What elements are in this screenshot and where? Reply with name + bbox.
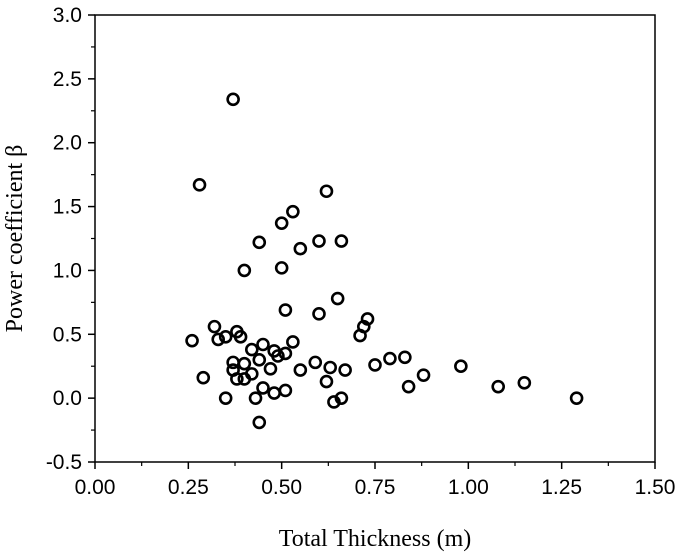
data-point [416, 368, 431, 382]
x-tick-label: 1.00 [448, 476, 489, 499]
x-tick-label: 0.75 [355, 476, 396, 499]
x-tick-label: 1.25 [541, 476, 582, 499]
y-tick-label: 0.5 [53, 323, 82, 346]
data-point [286, 335, 300, 349]
data-point [245, 342, 259, 357]
data-point [383, 351, 397, 366]
data-point [233, 330, 248, 344]
data-point [334, 391, 349, 405]
data-point [263, 361, 278, 376]
x-axis-label: Total Thickness (m) [279, 526, 472, 552]
y-axis-label: Power coefficient β [2, 145, 28, 333]
data-point [245, 367, 259, 381]
data-point [248, 391, 263, 405]
y-tick-label: -0.5 [46, 451, 82, 474]
y-tick-label: 1.5 [53, 196, 82, 219]
x-tick-label: 0.25 [168, 476, 209, 499]
data-point [312, 307, 326, 321]
data-point [334, 234, 349, 248]
data-point [293, 363, 308, 377]
data-points [185, 92, 584, 430]
y-tick-label: 2.0 [53, 132, 82, 155]
x-tick-label: 0.50 [261, 476, 302, 499]
data-point [237, 263, 252, 278]
data-point [278, 346, 293, 361]
y-tick-label: 0.0 [53, 387, 82, 410]
x-axis: 0.00 0.25 0.50 0.75 1.00 1.25 1.50 [75, 462, 676, 499]
data-point [338, 363, 352, 377]
data-point [185, 333, 199, 348]
data-point [218, 391, 233, 405]
data-point [360, 312, 375, 326]
data-point [323, 360, 338, 375]
data-point [252, 235, 267, 250]
x-tick-label: 0.00 [75, 476, 116, 499]
data-point [237, 356, 252, 371]
data-point [278, 303, 293, 317]
data-point [274, 261, 289, 275]
y-tick-label: 1.0 [53, 259, 82, 282]
data-point [196, 370, 211, 385]
y-tick-label: 2.5 [53, 68, 82, 91]
y-tick-label: 3.0 [53, 4, 82, 27]
data-point [517, 376, 532, 390]
data-point [454, 359, 468, 374]
x-tick-label: 1.50 [635, 476, 676, 499]
data-point [569, 391, 584, 405]
data-point [192, 178, 207, 192]
data-point [230, 372, 244, 386]
data-point [207, 319, 222, 334]
data-point [319, 374, 334, 389]
data-point [256, 381, 270, 395]
data-point [271, 349, 285, 363]
data-point [256, 337, 270, 352]
data-point [491, 379, 506, 394]
data-point [319, 184, 334, 199]
data-point [226, 92, 240, 107]
y-axis: -0.5 0.0 0.5 1.0 1.5 2.0 2.5 3.0 [46, 4, 95, 474]
data-point [252, 415, 267, 430]
data-point [278, 383, 293, 398]
data-point [252, 353, 267, 367]
data-point [401, 379, 416, 394]
data-point [330, 291, 345, 306]
data-point [308, 355, 323, 370]
data-point [398, 350, 412, 365]
data-point [267, 386, 282, 400]
data-point [293, 241, 308, 256]
data-point [286, 204, 300, 219]
data-point [211, 332, 225, 347]
data-point [312, 234, 326, 248]
data-point [274, 216, 289, 230]
data-point [218, 330, 233, 344]
data-point [368, 358, 382, 372]
